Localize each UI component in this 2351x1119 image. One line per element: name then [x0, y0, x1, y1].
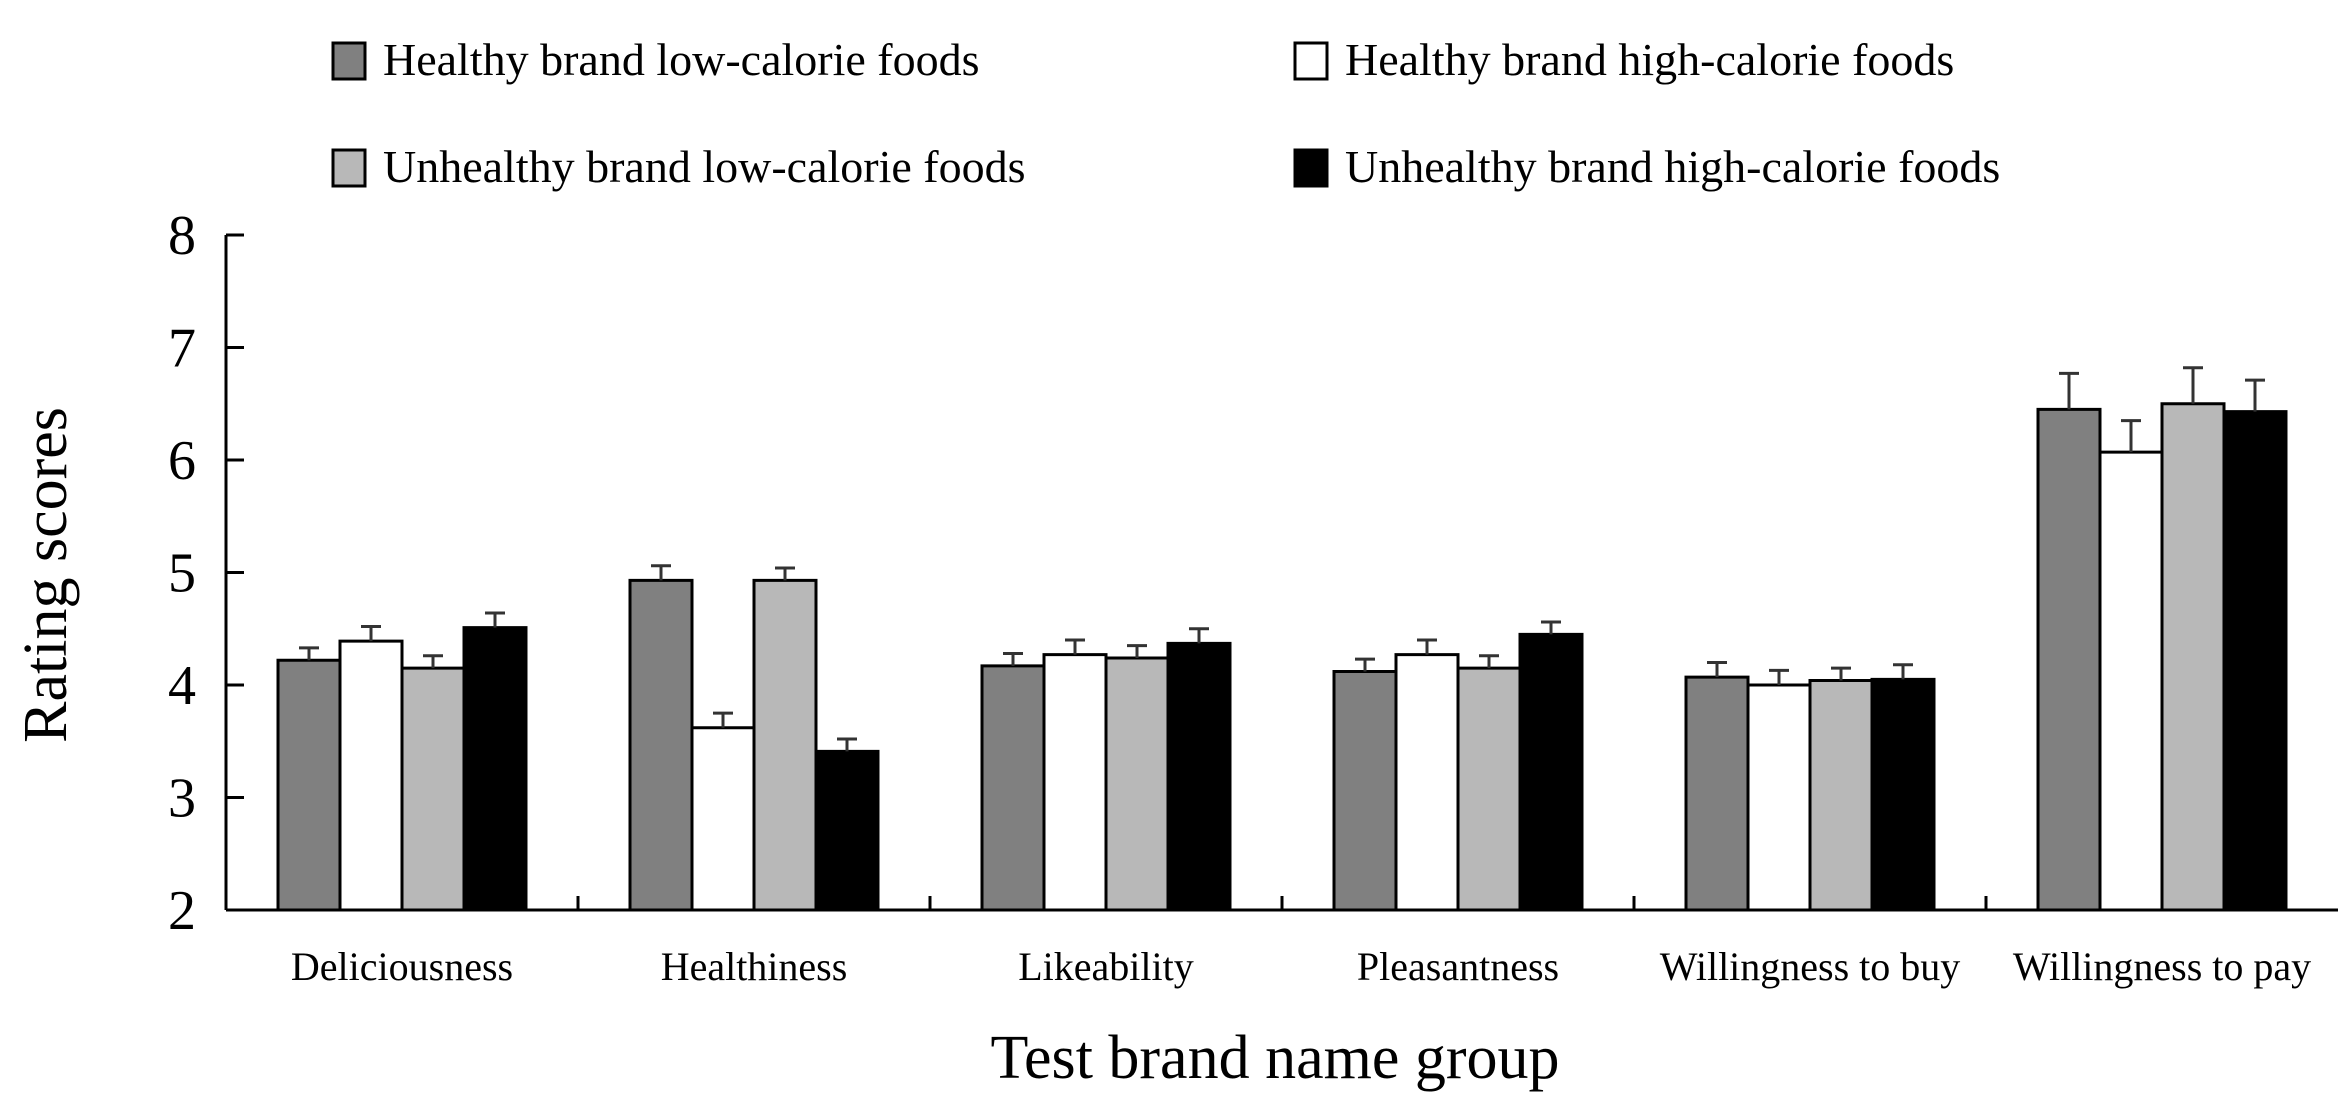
legend: Healthy brand low-calorie foods Healthy b…: [331, 34, 2000, 192]
bar: [276, 658, 342, 912]
x-tick-label: Likeability: [1018, 944, 1194, 989]
x-axis-ticks: Deliciousness Healthiness Likeability Pleas…: [291, 896, 2311, 989]
y-tick-label: 2: [168, 880, 196, 942]
legend-item: Healthy brand high-calorie foods: [1293, 34, 1954, 85]
bar: [2160, 402, 2226, 912]
bar: [1394, 653, 1460, 912]
bar: [2098, 450, 2164, 912]
legend-item: Healthy brand low-calorie foods: [331, 34, 980, 85]
y-axis-title: Rating scores: [12, 407, 80, 743]
bar: [1684, 675, 1750, 912]
bar: [1746, 683, 1812, 912]
bar: [1518, 632, 1584, 912]
legend-swatch: [331, 41, 367, 81]
bar: [2222, 410, 2288, 912]
bar: [814, 749, 880, 912]
bar: [1456, 666, 1522, 912]
legend-item: Unhealthy brand high-calorie foods: [1293, 141, 2000, 192]
x-tick-label: Healthiness: [661, 944, 848, 989]
y-tick-label: 5: [168, 543, 196, 605]
bar: [1042, 653, 1108, 912]
bar: [462, 626, 528, 912]
bar: [628, 578, 694, 912]
bar: [1332, 670, 1398, 912]
legend-label: Unhealthy brand high-calorie foods: [1345, 141, 2000, 192]
y-tick-label: 6: [168, 430, 196, 492]
bar: [400, 666, 466, 912]
bar: [1166, 641, 1232, 912]
x-tick-label: Deliciousness: [291, 944, 513, 989]
legend-label: Unhealthy brand low-calorie foods: [383, 141, 1026, 192]
x-tick-label: Willingness to buy: [1660, 944, 1961, 989]
y-axis-ticks: 2 3 4 5 6 7 8: [168, 205, 244, 942]
legend-label: Healthy brand high-calorie foods: [1345, 34, 1954, 85]
bar: [1808, 679, 1874, 912]
bars: [276, 402, 2288, 912]
bar: [690, 726, 756, 912]
y-tick-label: 8: [168, 205, 196, 267]
legend-swatch: [331, 148, 367, 188]
y-tick-label: 3: [168, 768, 196, 830]
x-tick-label: Willingness to pay: [2013, 944, 2311, 989]
bar: [752, 578, 818, 912]
legend-swatch: [1293, 148, 1329, 188]
legend-swatch: [1293, 41, 1329, 81]
legend-item: Unhealthy brand low-calorie foods: [331, 141, 1026, 192]
bar: [338, 639, 404, 912]
y-tick-label: 4: [168, 655, 196, 717]
legend-label: Healthy brand low-calorie foods: [383, 34, 980, 85]
bar: [980, 664, 1046, 912]
x-tick-label: Pleasantness: [1357, 944, 1559, 989]
y-tick-label: 7: [168, 318, 196, 380]
bar: [1104, 656, 1170, 912]
axes: 2 3 4 5 6 7 8 Deliciousness Healthiness Likeabil…: [168, 205, 2338, 989]
error-bars: [299, 366, 2265, 752]
bar: [2036, 407, 2102, 912]
bar: [1870, 677, 1936, 912]
x-axis-title: Test brand name group: [991, 1024, 1560, 1092]
